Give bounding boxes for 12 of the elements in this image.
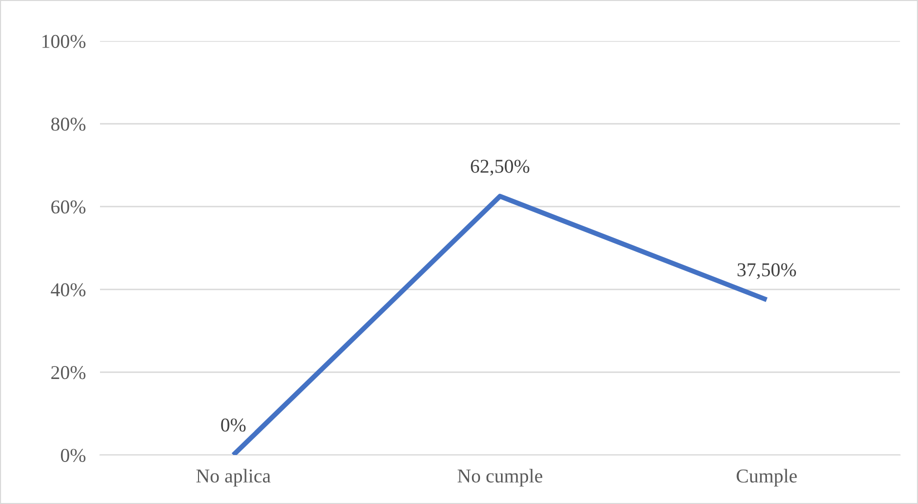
x-tick-label: No aplica [196,468,271,487]
data-label: 0% [221,418,246,432]
y-tick-label: 80% [51,118,86,131]
y-tick-label: 100% [42,34,86,48]
data-label: 37,50% [738,263,796,280]
y-tick-label: 20% [51,366,86,380]
data-label: 62,50% [470,160,530,176]
y-tick-label: 60% [51,200,86,214]
y-tick-label: 0% [60,448,86,462]
y-tick-label: 40% [50,283,86,296]
x-tick-label: No cumple [458,468,542,487]
x-tick-label: Cumple [736,468,797,487]
